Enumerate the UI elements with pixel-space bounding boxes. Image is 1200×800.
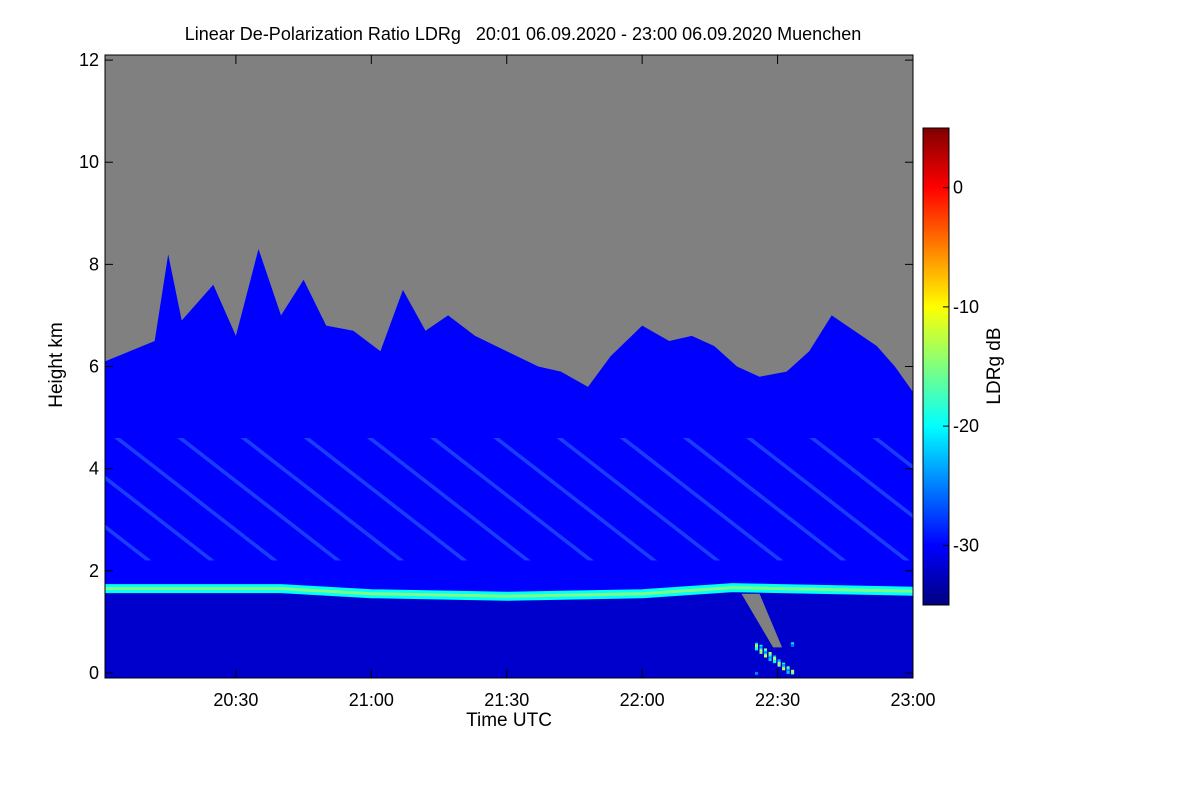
x-tick-label: 22:30 [755, 690, 800, 710]
chart-title: Linear De-Polarization Ratio LDRg 20:01 … [185, 24, 861, 44]
y-axis-label: Height km [46, 322, 67, 408]
aerosol-layer [105, 585, 913, 678]
colorbar-tick-label: -30 [953, 535, 979, 555]
y-tick-label: 12 [79, 50, 99, 70]
y-tick-label: 6 [89, 357, 99, 377]
colorbar-label: LDRg dB [984, 327, 1005, 404]
x-tick-label: 20:30 [213, 690, 258, 710]
precipitation-wedge [741, 593, 783, 648]
x-tick-label: 21:30 [484, 690, 529, 710]
y-tick-label: 2 [89, 561, 99, 581]
y-axis: 0 2 4 6 8 10 12 [79, 50, 913, 683]
y-tick-label: 0 [89, 663, 99, 683]
y-tick-label: 10 [79, 152, 99, 172]
cloud-layer [105, 249, 913, 678]
colorbar-tick-label: 0 [953, 178, 963, 198]
y-tick-label: 8 [89, 254, 99, 274]
colorbar-tick-label: -10 [953, 297, 979, 317]
colorbar-ticks: 0 -10 -20 -30 [943, 178, 979, 555]
colorbar [922, 127, 950, 606]
x-axis: 20:30 21:00 21:30 22:00 22:30 23:00 [213, 55, 936, 710]
x-tick-label: 23:00 [890, 690, 935, 710]
x-axis-label: Time UTC [466, 710, 552, 731]
plot-area [105, 55, 913, 678]
x-tick-label: 21:00 [349, 690, 394, 710]
y-tick-label: 4 [89, 459, 99, 479]
precipitation-signal [755, 642, 795, 675]
colorbar-tick-label: -20 [953, 416, 979, 436]
x-tick-label: 22:00 [620, 690, 665, 710]
boundary-layer-core [105, 586, 913, 598]
